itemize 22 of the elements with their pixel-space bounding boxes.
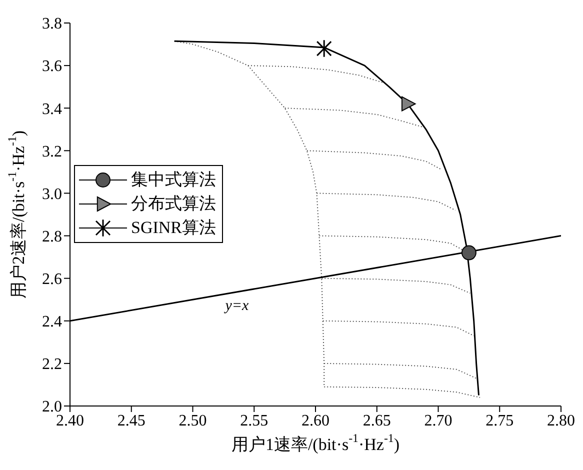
legend-label: 集中式算法 [131, 169, 216, 191]
x-tick-label: 2.80 [547, 412, 575, 430]
x-tick-label: 2.50 [178, 412, 207, 430]
y-tick-label: 2.6 [42, 271, 62, 288]
y-tick-label: 2.2 [42, 356, 62, 374]
y-tick-label: 3.8 [42, 16, 62, 33]
x-tick-label: 2.65 [362, 412, 391, 430]
annotation: y=x [223, 298, 249, 314]
x-tick-label: 2.70 [424, 412, 452, 430]
x-tick-label: 2.45 [117, 412, 146, 430]
y-tick-label: 3.4 [42, 100, 62, 118]
x-axis-title: 用户1速率/(bit·s$^{-1}$·Hz$^{-1}$) [231, 430, 400, 454]
y-tick-label: 2.4 [42, 314, 62, 331]
legend-label: 分布式算法 [131, 193, 216, 215]
x-tick-label: 2.55 [240, 412, 268, 430]
y-tick-label: 2.8 [42, 228, 62, 246]
x-tick-label: 2.60 [302, 412, 330, 430]
legend-label: SGINR算法 [131, 217, 216, 239]
x-tick-label: 2.75 [486, 412, 514, 430]
y-tick-label: 3.2 [42, 143, 62, 160]
y-tick-label: 3.6 [42, 58, 62, 76]
y-tick-label: 3.0 [42, 186, 62, 203]
